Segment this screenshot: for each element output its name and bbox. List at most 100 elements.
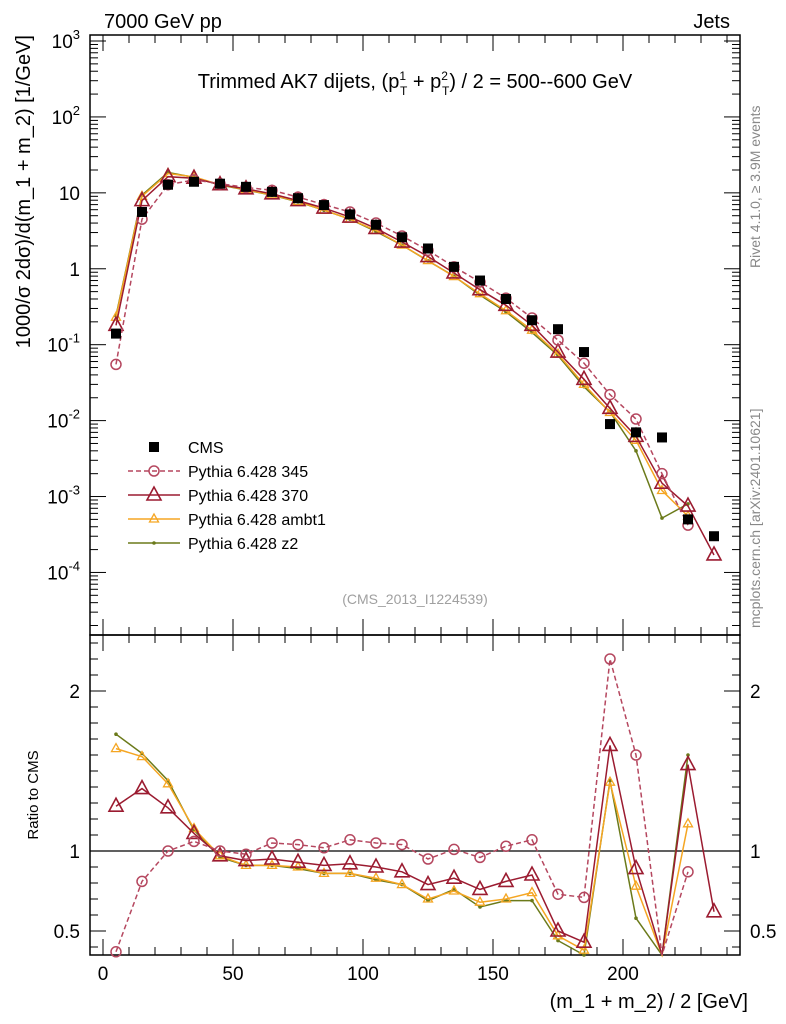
pythia-6-428-345-ratio-point [396,838,408,851]
pythia-6-428-370-ratio-point [445,868,463,885]
cms-point [345,209,355,220]
pythia-6-428-ambt1-ratio-point [292,860,304,871]
cms-point [423,243,433,254]
pythia-6-428-ambt1-point [422,254,434,265]
header-right: Jets [693,11,730,33]
pythia-6-428-370-ratio-point [185,823,203,840]
pythia-6-428-345-ratio-point [370,837,382,849]
pythia-6-428-ambt1-ratio-point [474,895,486,906]
pythia-6-428-345-ratio-point [448,843,460,856]
pythia-6-428-370-ratio-point [341,854,359,870]
cms-point [501,293,511,304]
pythia-6-428-ambt1-ratio-point [500,892,512,903]
pythia-6-428-ambt1-ratio-point [162,777,174,788]
pythia-6-428-ambt1-ratio-point [188,822,200,833]
legend-pythia-6-428-345-point [148,465,160,477]
pythia-6-428-370-ratio-point [107,796,125,813]
ratio-plot-frame [89,634,741,956]
pythia-6-428-345-ratio-point [474,851,486,864]
ratio-y-tick-label: 2 [69,682,80,703]
pythia-6-428-370-ratio-point [627,858,645,875]
pythia-6-428-345-ratio-point [552,888,564,900]
cms-point [579,347,589,358]
pythia-6-428-345-ratio-point [110,946,122,958]
pythia-6-428-ambt1-ratio-point [526,886,538,897]
legend-pythia-6-428-370-point [145,485,163,501]
main-y-tick-label: 1 [69,260,80,281]
pythia-6-428-370-ratio-point [705,902,723,918]
pythia-6-428-370-ratio-point [419,874,437,891]
pythia-6-428-345-point [552,334,564,346]
cms-point [319,200,329,211]
main-y-axis-label: 1000/σ 2dσ)/d(m_1 + m_2) [1/GeV] [13,35,35,348]
pythia-6-428-ambt1-ratio-point [136,750,148,761]
pythia-6-428-345-ratio-point [344,834,356,846]
cms-point [657,432,667,443]
pythia-6-428-z2-ratio-point [634,916,638,920]
ratio-y-tick-label-right: 0.5 [750,922,776,943]
pythia-6-428-370-ratio-point [263,849,281,865]
legend-label: Pythia 6.428 370 [188,488,308,505]
pythia-6-428-ambt1-point [656,484,668,495]
pythia-6-428-370-point [705,545,723,561]
pythia-6-428-345-ratio-point [266,837,278,849]
pythia-6-428-ambt1-ratio-line [115,747,689,958]
pythia-6-428-370-ratio-point [471,879,489,896]
pythia-6-428-370-ratio-point [367,857,385,873]
cms-point [215,178,225,189]
pythia-6-428-345-ratio-point [604,653,616,665]
main-y-tick-label: 10-1 [47,331,80,357]
legend-item-pythia-6-428-345: Pythia 6.428 345 [128,464,308,481]
legend-label: Pythia 6.428 345 [188,464,308,481]
cms-point [371,219,381,230]
x-tick-label: 200 [607,964,639,985]
cms-point [449,261,459,272]
pythia-6-428-370-ratio-point [679,754,697,771]
pythia-6-428-370-point [133,190,151,207]
cms-point [553,324,563,335]
x-tick-label: 100 [347,964,379,985]
pythia-6-428-ambt1-ratio-point [630,879,642,890]
pythia-6-428-ambt1-ratio-point [240,859,252,870]
pythia-6-428-370-ratio-point [315,855,333,872]
pythia-6-428-z2-ratio-point [478,905,482,909]
legend-item-pythia-6-428-z2: Pythia 6.428 z2 [128,536,298,553]
pythia-6-428-370-point [601,398,619,415]
pythia-6-428-345-ratio-point [162,845,174,857]
cms-point [631,427,641,438]
pythia-6-428-370-point [679,496,697,512]
x-tick-label: 0 [98,964,109,985]
ratio-y-tick-label: 1 [69,842,80,863]
pythia-6-428-345-point [578,357,590,369]
pythia-6-428-z2-point [634,449,638,453]
cms-series [111,176,719,542]
x-tick-label: 50 [222,964,243,985]
pythia-6-428-ambt1-ratio-point [110,742,122,753]
x-tick-label: 150 [477,964,509,985]
pythia-6-428-370-ratio-point [601,735,619,752]
pythia-6-428-345-ratio-line [115,658,689,956]
pythia-6-428-345-ratio-point [318,842,330,854]
ratio-y-tick-label-right: 1 [750,842,761,863]
pythia-6-428-370-point [419,246,437,263]
legend-label: CMS [188,440,224,457]
pythia-6-428-370-ratio-point [549,921,567,937]
cms-point [111,328,121,339]
pythia-6-428-345-ratio-point [500,840,512,852]
legend-cms-point [149,442,159,452]
pythia-6-428-370-ratio-point [237,850,255,867]
cms-point [137,206,147,217]
pythia-6-428-ambt1-ratio-point [682,817,694,828]
pythia-6-428-370-ratio-point [133,778,151,795]
main-panel: 10-4 10-3 10-2 10-1 1 10 102 103 Trimmed AK7 di… [13,27,741,636]
pythia-6-428-ambt1-ratio-point [318,867,330,878]
ratio-y-tick-label-right: 2 [750,682,761,703]
cms-point [397,232,407,243]
pythia-6-428-370-ratio-point [523,865,541,881]
pythia-6-428-345-ratio-point [188,835,200,848]
x-axis-label: (m_1 + m_2) / 2 [GeV] [550,991,748,1013]
pythia-6-428-345-ratio-point [578,891,590,904]
pythia-6-428-z2-ratio-point [556,938,560,943]
cms-point [241,181,251,192]
